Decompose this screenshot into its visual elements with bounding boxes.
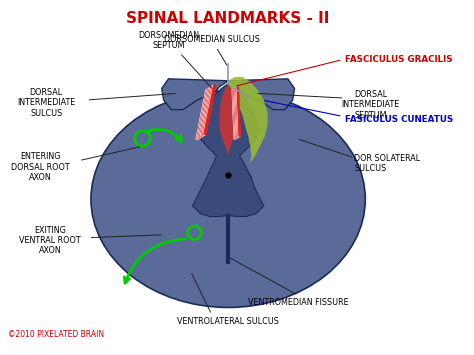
FancyArrowPatch shape (124, 239, 186, 283)
Text: SPINAL LANDMARKS - II: SPINAL LANDMARKS - II (127, 11, 330, 27)
Ellipse shape (91, 91, 365, 307)
Text: DORSAL
INTERMEDIATE
SULCUS: DORSAL INTERMEDIATE SULCUS (17, 88, 75, 118)
Text: EXITING
VENTRAL ROOT
AXON: EXITING VENTRAL ROOT AXON (19, 226, 81, 256)
Polygon shape (219, 84, 236, 156)
Polygon shape (192, 84, 264, 217)
Text: DOR SOLATERAL
SULCUS: DOR SOLATERAL SULCUS (354, 154, 420, 173)
Text: DORSOMEDIAN SULCUS: DORSOMEDIAN SULCUS (164, 35, 260, 65)
Text: VENTROLATERAL SULCUS: VENTROLATERAL SULCUS (177, 317, 279, 326)
Text: FASICULUS CUNEATUS: FASICULUS CUNEATUS (345, 115, 453, 124)
Text: ENTERING
DORSAL ROOT
AXON: ENTERING DORSAL ROOT AXON (11, 153, 70, 182)
Polygon shape (228, 77, 268, 164)
FancyArrowPatch shape (149, 130, 182, 141)
Text: DORSAL
INTERMEDIATE
SEPTUM: DORSAL INTERMEDIATE SEPTUM (341, 90, 400, 120)
Text: DORSOMEDIAN
SEPTUM: DORSOMEDIAN SEPTUM (138, 31, 212, 88)
Text: VENTROMEDIAN FISSURE: VENTROMEDIAN FISSURE (248, 297, 349, 307)
Polygon shape (162, 79, 228, 110)
Text: FASCICULUS GRACILIS: FASCICULUS GRACILIS (345, 55, 452, 64)
Polygon shape (228, 79, 294, 110)
Text: ©2010 PIXELATED BRAIN: ©2010 PIXELATED BRAIN (8, 330, 104, 339)
